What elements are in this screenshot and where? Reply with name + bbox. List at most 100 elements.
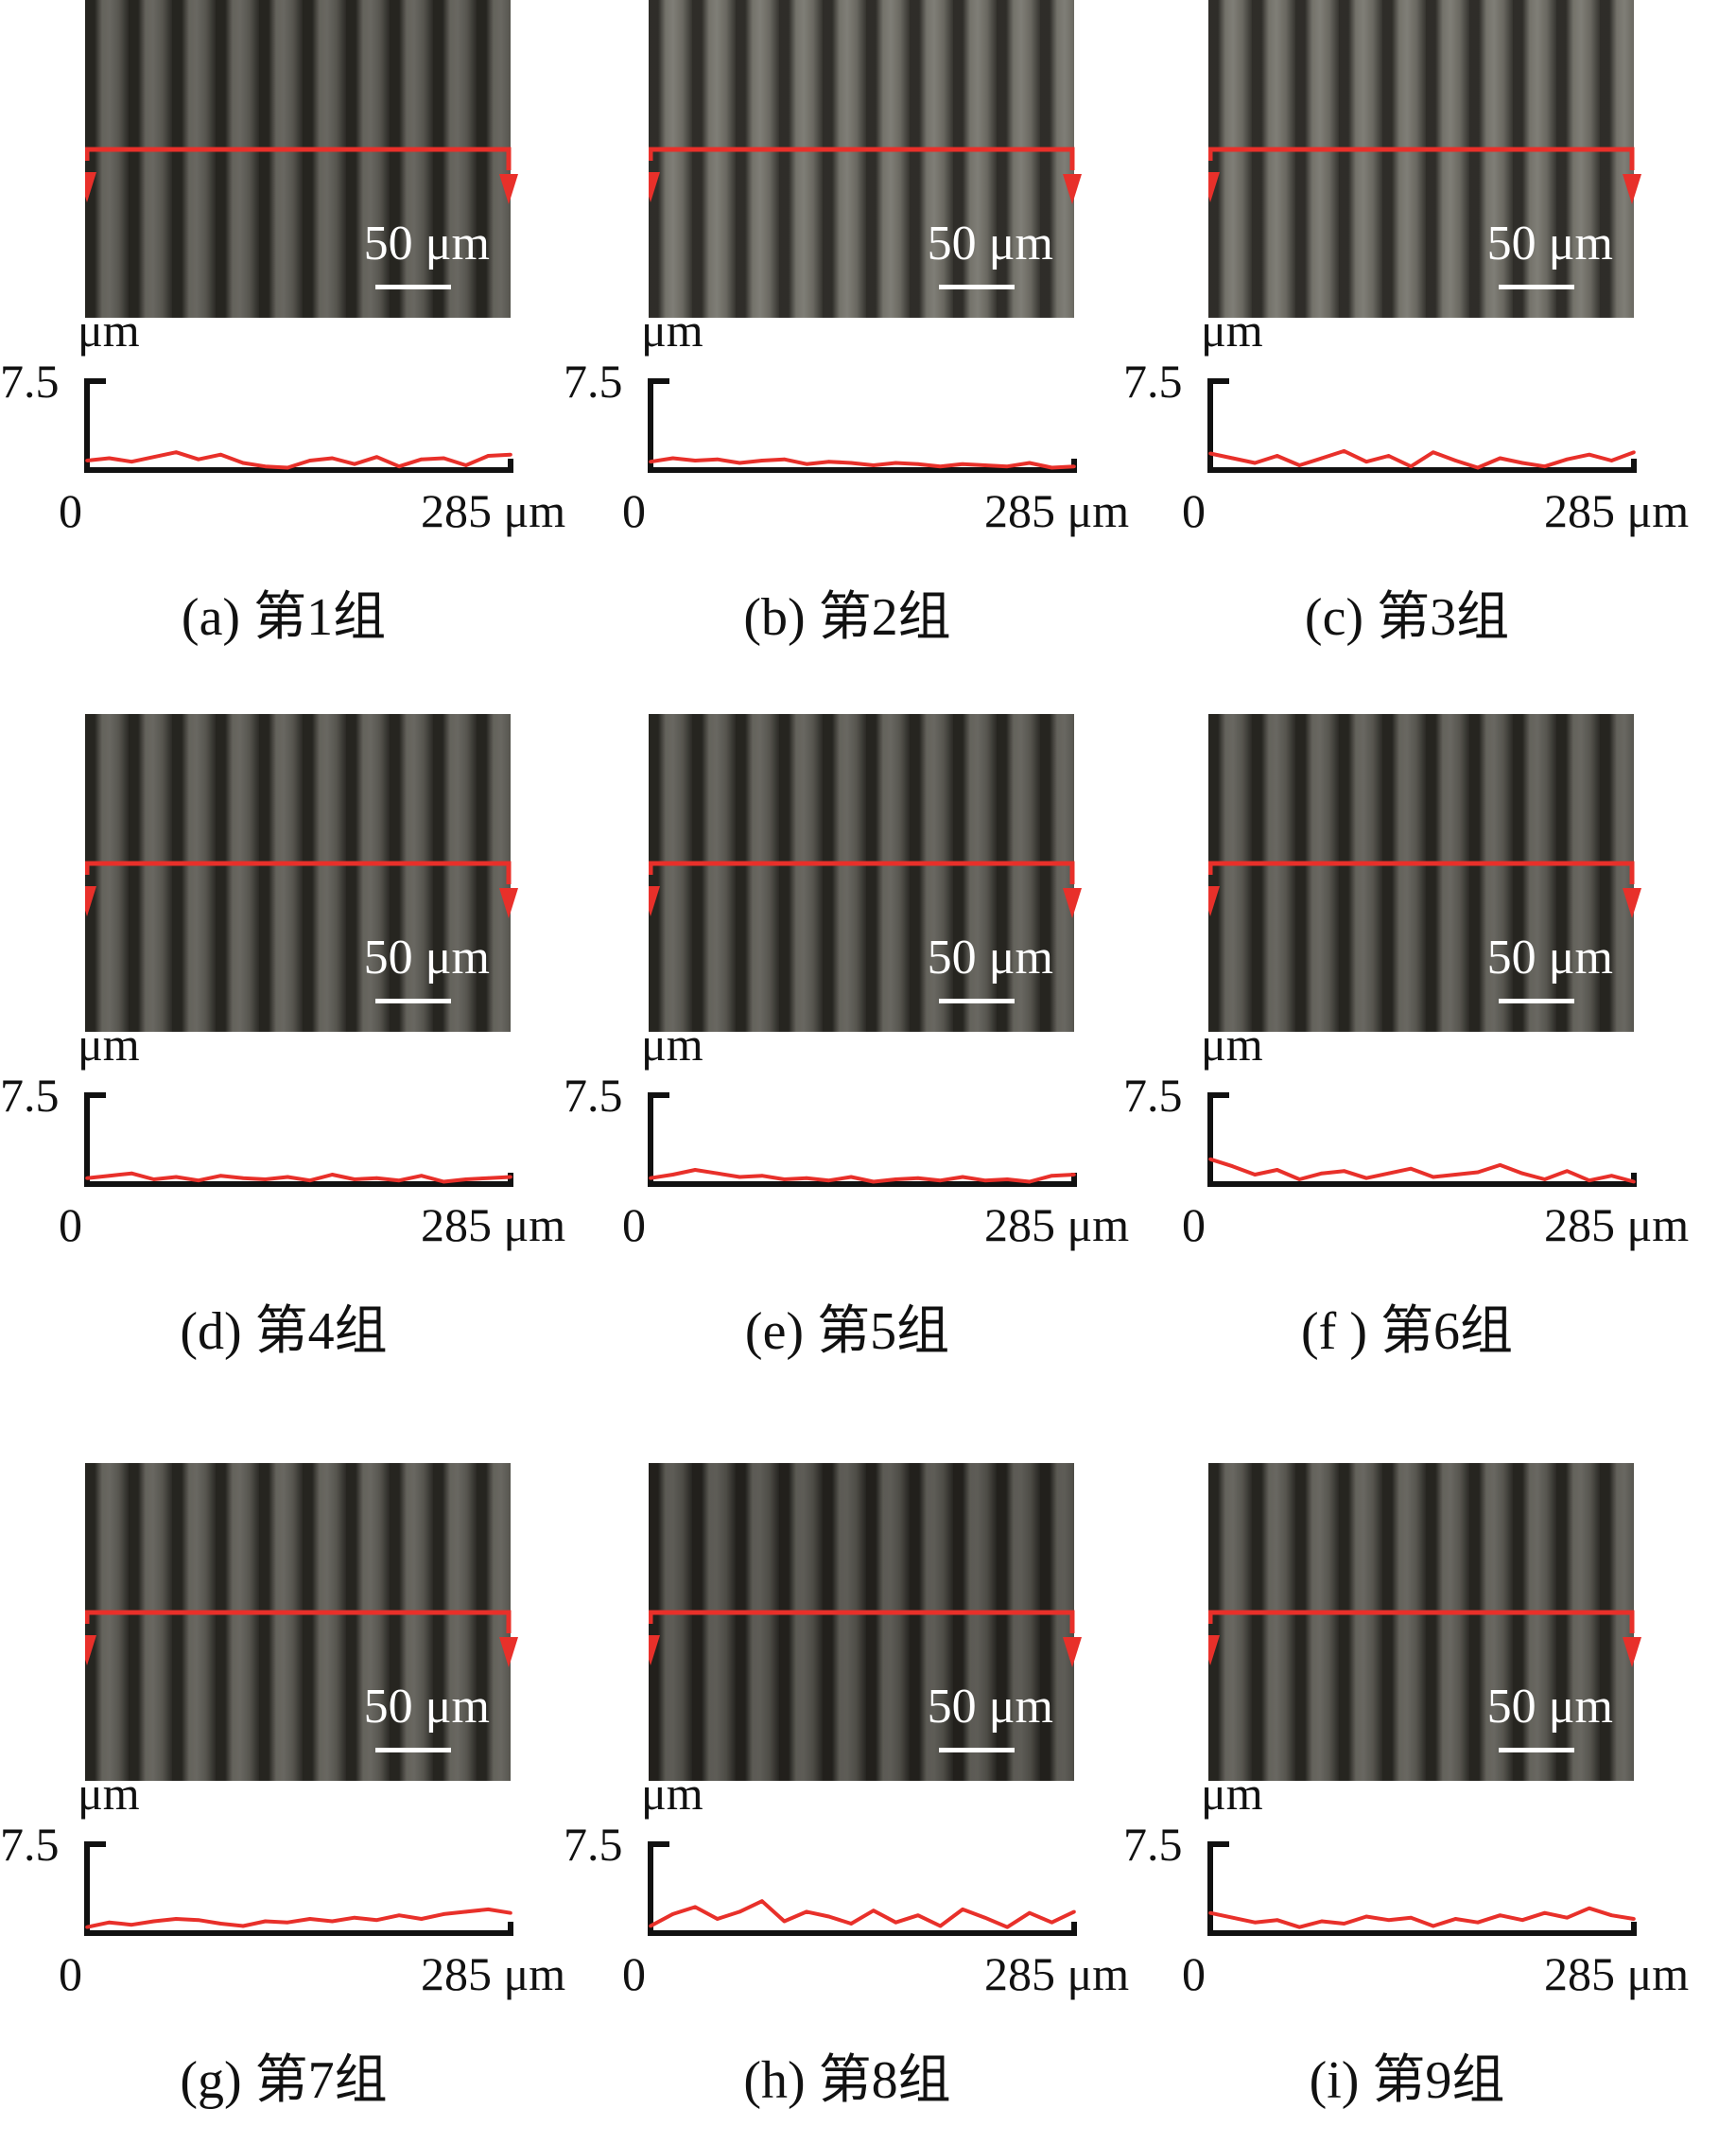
- profile-chart: μm 7.5 0 285 μm: [1123, 318, 1689, 537]
- scale-bar-label: 50 μm: [1486, 1680, 1613, 1734]
- profile-point: [464, 1177, 468, 1181]
- profile-point: [1520, 1918, 1524, 1923]
- panel-caption: (h) 第8组: [743, 2051, 951, 2110]
- profile-point: [1632, 1179, 1636, 1184]
- profile-point: [760, 1174, 764, 1178]
- arrow-right-head: [1623, 1637, 1641, 1667]
- scale-bar-label: 50 μm: [363, 931, 490, 985]
- panel-caption: (b) 第2组: [743, 588, 951, 647]
- x-tick-end: 285 μm: [984, 484, 1129, 537]
- profile-point: [85, 459, 89, 462]
- y-axis-unit: μm: [641, 318, 703, 357]
- scale-bar: [939, 999, 1015, 1003]
- y-axis-unit: μm: [1201, 1781, 1263, 1820]
- profile-point: [1431, 450, 1435, 454]
- profile-point: [307, 1178, 312, 1183]
- micrograph-image: 50 μm: [649, 714, 1082, 1032]
- y-tick-label: 7.5: [0, 1069, 60, 1122]
- profile-point: [85, 1925, 89, 1929]
- profile-point: [1498, 1913, 1502, 1917]
- scale-bar-label: 50 μm: [363, 217, 490, 270]
- profile-point: [670, 456, 675, 461]
- profile-point: [1050, 1920, 1054, 1925]
- panel-b: 50 μm μm 7.5 0 285 μm (b) 第2组: [564, 0, 1131, 681]
- scale-bar-label: 50 μm: [927, 931, 1053, 985]
- profile-point: [107, 1174, 112, 1178]
- profile-point: [1297, 1925, 1302, 1929]
- profile-point: [1320, 1171, 1324, 1176]
- scan-path: [1208, 147, 1635, 170]
- profile-line: [1209, 1157, 1635, 1184]
- profile-chart: μm 7.5 0 285 μm: [564, 1781, 1129, 2000]
- x-tick-end: 285 μm: [421, 484, 565, 537]
- profile-chart: μm 7.5 0 285 μm: [0, 1781, 565, 2000]
- profile-point: [1386, 454, 1391, 458]
- profile-point: [151, 455, 156, 460]
- profile-point: [805, 1909, 808, 1914]
- profile-point: [1542, 464, 1547, 469]
- x-tick-end: 285 μm: [984, 1198, 1129, 1251]
- scan-line-arrow: [85, 861, 518, 918]
- scan-line-arrow: [649, 1610, 1082, 1667]
- profile-point: [670, 1173, 675, 1177]
- profile-point: [464, 1909, 468, 1914]
- y-tick-label: 7.5: [0, 355, 60, 408]
- micrograph-image: 50 μm: [1208, 0, 1641, 318]
- profile-point: [1230, 456, 1235, 461]
- axis-lines: [84, 378, 513, 473]
- profile-point: [107, 1920, 112, 1925]
- profile-chart: μm 7.5 0 285 μm: [564, 318, 1129, 537]
- profile-chart: μm 7.5 0 285 μm: [564, 1032, 1129, 1251]
- x-tick-start: 0: [59, 1198, 82, 1251]
- axis-lines: [648, 378, 1077, 473]
- panel-c: 50 μm μm 7.5 0 285 μm (c) 第3组: [1123, 0, 1691, 681]
- scale-bar: [939, 285, 1015, 289]
- micrograph-image: 50 μm: [85, 0, 518, 318]
- profile-line: [650, 1899, 1075, 1929]
- x-tick-start: 0: [59, 484, 82, 537]
- profile-point: [197, 1918, 200, 1923]
- profile-point: [419, 1174, 424, 1178]
- scale-bar: [1499, 1748, 1574, 1752]
- profile-point: [1253, 1920, 1257, 1925]
- scale-bar: [375, 285, 451, 289]
- profile-point: [982, 1915, 987, 1920]
- profile-point: [1028, 1179, 1032, 1184]
- arrow-left-head: [1208, 172, 1220, 202]
- profile-point: [1565, 457, 1570, 462]
- profile-point: [197, 1178, 200, 1183]
- axis-lines: [648, 1092, 1077, 1187]
- profile-point: [151, 1919, 156, 1924]
- profile-point: [1588, 452, 1591, 457]
- scan-path: [85, 1610, 512, 1633]
- profile-point: [938, 464, 943, 469]
- profile-point: [715, 457, 720, 462]
- profile-point: [1230, 1915, 1235, 1920]
- profile-point: [509, 452, 512, 457]
- profile-point: [151, 1177, 156, 1181]
- profile-point: [464, 463, 468, 467]
- profile-point: [174, 1175, 179, 1179]
- profile-point: [649, 1924, 652, 1928]
- profile-point: [1542, 1177, 1547, 1181]
- profile-point: [1520, 461, 1524, 465]
- profile-point: [849, 1175, 854, 1179]
- profile-point: [107, 456, 112, 461]
- profile-chart: μm 7.5 0 285 μm: [1123, 1781, 1689, 2000]
- profile-point: [826, 460, 831, 464]
- y-axis-unit: μm: [78, 1781, 140, 1820]
- arrow-left-head: [85, 1635, 96, 1665]
- axis-lines: [1207, 1841, 1637, 1936]
- profile-point: [397, 1178, 401, 1183]
- scale-bar: [1499, 285, 1574, 289]
- profile-line: [1209, 448, 1635, 470]
- profile-point: [442, 1179, 446, 1184]
- profile-point: [738, 1175, 742, 1179]
- profile-point: [1320, 1919, 1324, 1924]
- panel-caption: (c) 第3组: [1304, 588, 1510, 647]
- profile-point: [509, 1175, 512, 1179]
- profile-point: [649, 460, 652, 464]
- profile-point: [1476, 465, 1480, 470]
- profile-point: [826, 1178, 831, 1183]
